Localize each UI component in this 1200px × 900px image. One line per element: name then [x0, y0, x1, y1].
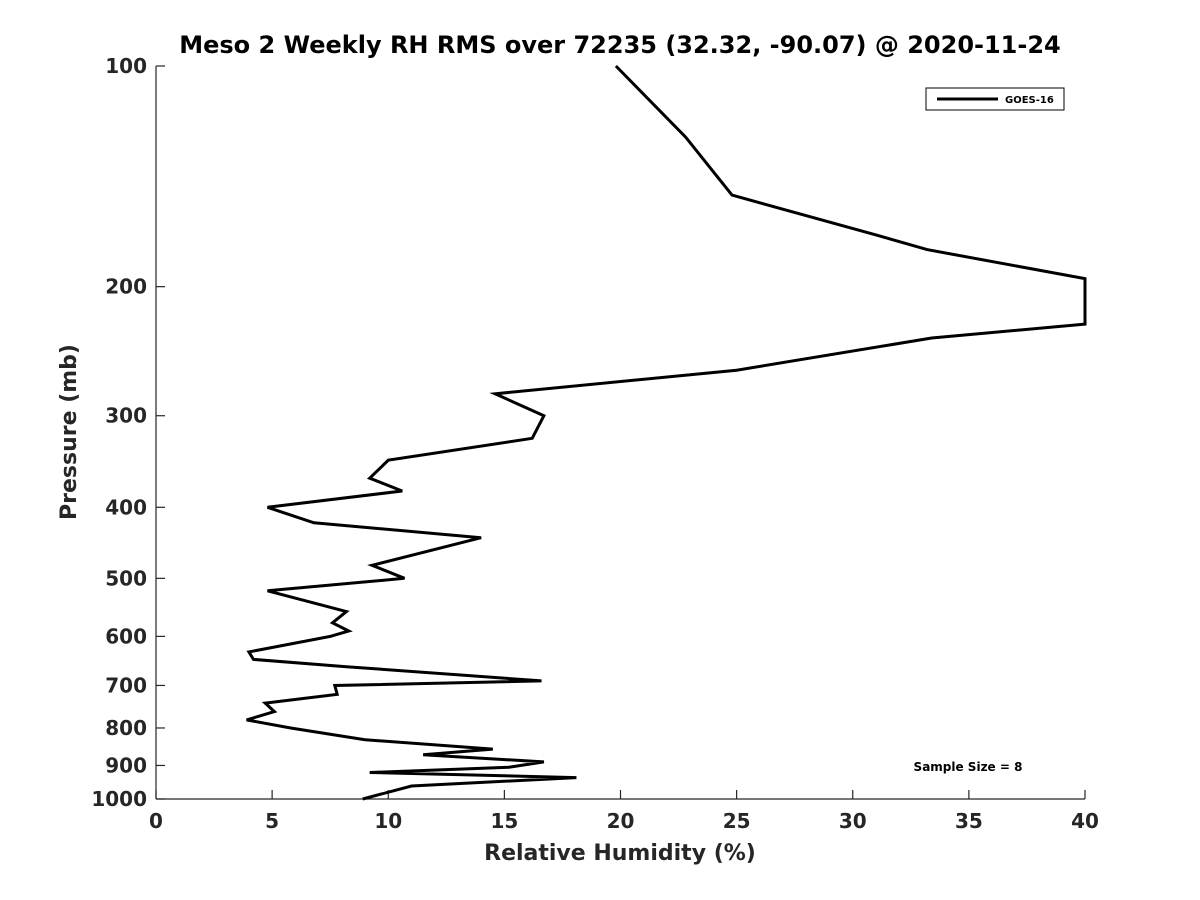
- x-tick-label: 35: [955, 809, 983, 833]
- y-tick-label: 600: [105, 624, 147, 648]
- sample-size-annotation: Sample Size = 8: [914, 760, 1023, 774]
- x-tick-label: 0: [149, 809, 163, 833]
- y-axis: 100 200 300 400 500 600 700 800 900 1000: [91, 54, 165, 811]
- x-axis: 0 5 10 15 20 25 30 35 40: [149, 790, 1099, 833]
- x-tick-label: 25: [723, 809, 751, 833]
- legend: GOES-16: [925, 87, 1065, 111]
- y-tick-label: 700: [105, 673, 147, 697]
- series-line-goes-16: [246, 64, 1087, 801]
- y-tick-label: 500: [105, 566, 147, 590]
- legend-label-goes-16: GOES-16: [1005, 95, 1054, 106]
- x-tick-label: 10: [374, 809, 402, 833]
- y-tick-label: 800: [105, 716, 147, 740]
- y-axis-label: Pressure (mb): [57, 344, 82, 520]
- series-layer: [246, 64, 1087, 801]
- y-tick-label: 200: [105, 275, 147, 299]
- y-tick-label: 1000: [91, 787, 147, 811]
- x-tick-label: 40: [1071, 809, 1099, 833]
- y-tick-label: 300: [105, 404, 147, 428]
- x-tick-label: 30: [839, 809, 867, 833]
- y-tick-label: 100: [105, 54, 147, 78]
- y-tick-label: 400: [105, 495, 147, 519]
- y-tick-label: 900: [105, 753, 147, 777]
- x-tick-label: 15: [490, 809, 518, 833]
- x-tick-label: 20: [607, 809, 635, 833]
- x-axis-label: Relative Humidity (%): [484, 841, 756, 866]
- x-tick-label: 5: [265, 809, 279, 833]
- chart-title: Meso 2 Weekly RH RMS over 72235 (32.32, …: [179, 31, 1061, 59]
- plot-area: [156, 66, 1085, 799]
